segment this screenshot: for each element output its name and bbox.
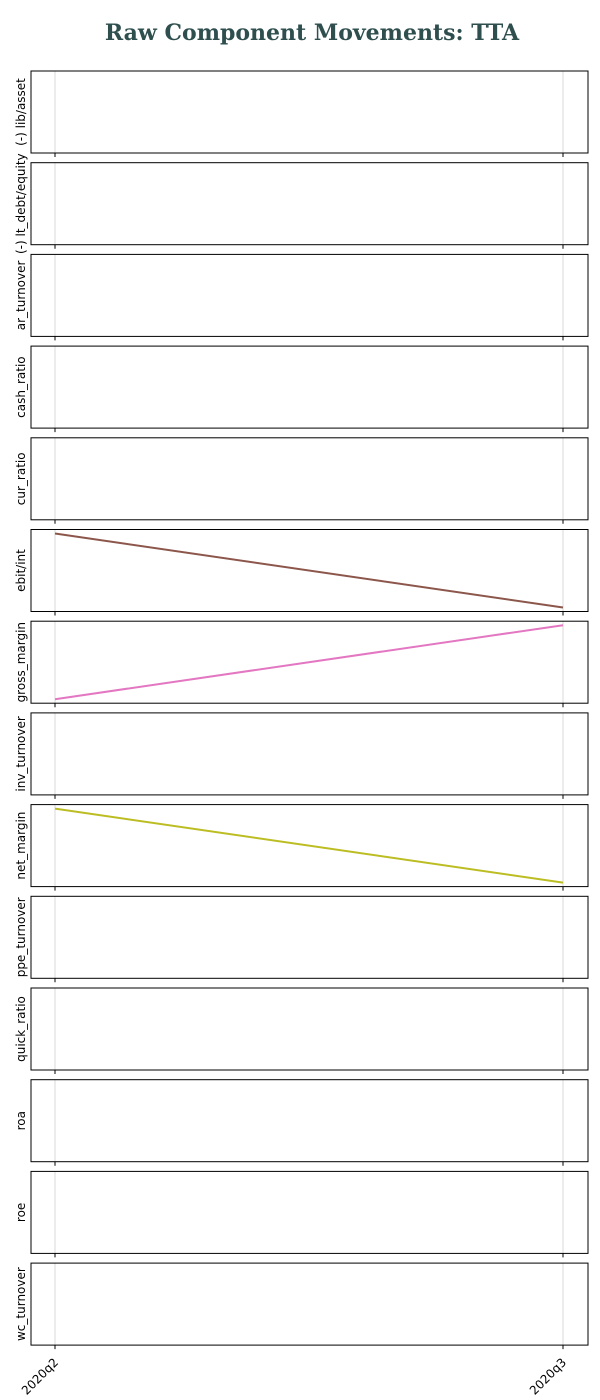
y-axis-label: cur_ratio bbox=[14, 452, 28, 505]
y-axis-label: (-) lib/asset bbox=[14, 78, 28, 146]
panel-9: ppe_turnover bbox=[14, 895, 589, 983]
y-axis-label: ppe_turnover bbox=[14, 897, 28, 977]
y-axis-label: net_margin bbox=[14, 812, 28, 880]
panel-frame bbox=[30, 804, 589, 888]
y-axis-label: ar_turnover bbox=[14, 260, 28, 330]
panel-frame bbox=[30, 1079, 589, 1163]
y-axis-label: quick_ratio bbox=[14, 996, 28, 1062]
panel-1: (-) lt_debt/equity bbox=[14, 153, 589, 254]
panel-2: ar_turnover bbox=[14, 253, 589, 341]
panel-frame bbox=[30, 1170, 589, 1254]
y-axis-label: ebit/int bbox=[14, 549, 28, 592]
y-axis-label: roa bbox=[14, 1111, 28, 1130]
panel-0: (-) lib/asset bbox=[14, 70, 589, 157]
x-tick-label: 2020q3 bbox=[527, 1355, 569, 1397]
panel-frame bbox=[30, 437, 589, 521]
panel-frame bbox=[30, 712, 589, 796]
y-axis-label: gross_margin bbox=[14, 622, 28, 702]
panel-frame bbox=[30, 70, 589, 154]
panel-frame bbox=[30, 253, 589, 337]
series-line bbox=[54, 532, 564, 609]
x-tick-label: 2020q2 bbox=[19, 1355, 61, 1397]
panel-frame bbox=[30, 162, 589, 246]
panel-8: net_margin bbox=[14, 804, 589, 891]
panel-frame bbox=[30, 895, 589, 979]
panel-frame bbox=[30, 529, 589, 612]
y-axis-label: roe bbox=[14, 1203, 28, 1222]
panel-frame bbox=[30, 1262, 589, 1346]
panel-7: inv_turnover bbox=[14, 712, 589, 799]
panel-13: wc_turnover bbox=[14, 1262, 589, 1350]
y-axis-label: (-) lt_debt/equity bbox=[14, 153, 28, 254]
panel-6: gross_margin bbox=[14, 620, 589, 708]
series-line bbox=[54, 807, 564, 884]
panel-12: roe bbox=[14, 1170, 589, 1258]
y-axis-label: wc_turnover bbox=[14, 1267, 28, 1341]
panel-5: ebit/int bbox=[14, 529, 589, 616]
chart-title: Raw Component Movements: TTA bbox=[104, 20, 520, 46]
panel-10: quick_ratio bbox=[14, 987, 589, 1074]
y-axis-label: inv_turnover bbox=[14, 716, 28, 792]
y-axis-label: cash_ratio bbox=[14, 356, 28, 417]
panel-frame bbox=[30, 620, 589, 704]
panel-11: roa bbox=[14, 1079, 589, 1166]
panel-frame bbox=[30, 345, 589, 429]
panel-frame bbox=[30, 987, 589, 1071]
series-line bbox=[54, 624, 564, 701]
panel-3: cash_ratio bbox=[14, 345, 589, 433]
panel-4: cur_ratio bbox=[14, 437, 589, 524]
